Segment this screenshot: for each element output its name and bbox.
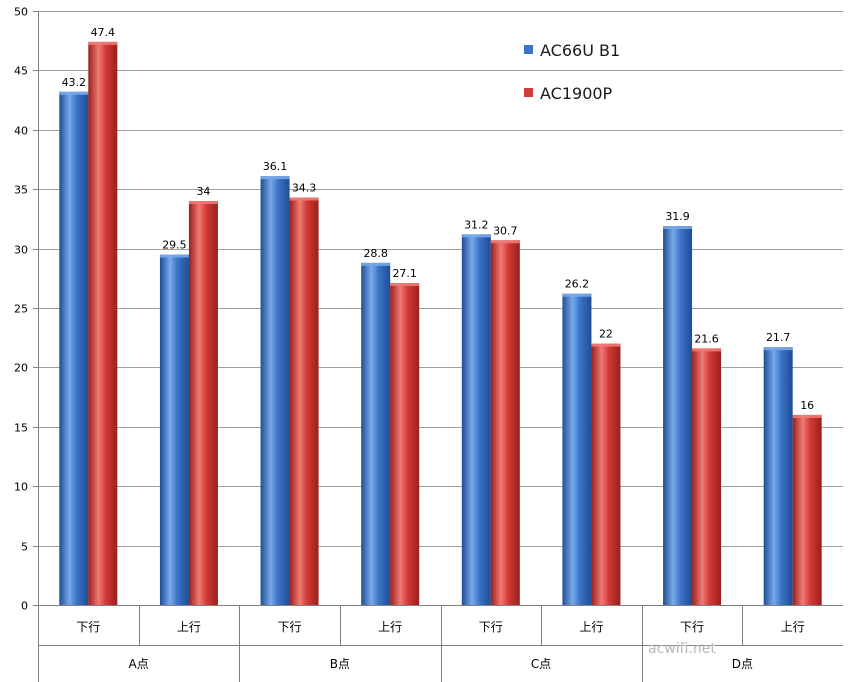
data-label: 47.4 xyxy=(91,26,116,39)
legend: AC66U B1 AC1900P xyxy=(524,41,620,103)
bar-top-cap xyxy=(159,254,189,258)
y-tick-label: 5 xyxy=(21,541,28,554)
bar-ac66u-b1 xyxy=(361,262,391,605)
y-tick-label: 0 xyxy=(21,600,28,613)
group-label: A点 xyxy=(129,657,149,671)
bar-top-cap xyxy=(289,197,319,201)
bar-ac66u-b1 xyxy=(260,176,290,605)
bar-ac1900p xyxy=(692,348,722,605)
y-tick-label: 40 xyxy=(14,125,28,138)
y-tick-label: 15 xyxy=(14,422,28,435)
data-label: 29.5 xyxy=(162,239,187,252)
y-tick-label: 50 xyxy=(14,6,28,19)
category-label: 下行 xyxy=(76,620,100,634)
legend-label-ac66u-b1: AC66U B1 xyxy=(540,41,620,60)
data-label: 31.2 xyxy=(464,218,489,231)
bar-ac1900p xyxy=(390,283,420,605)
bar-ac1900p xyxy=(591,343,621,605)
x-category-labels: 下行 上行 下行 上行 下行 上行 下行 上行 A点 B点 C点 D点 xyxy=(76,620,804,671)
bar-top-cap xyxy=(461,234,491,238)
bar-ac1900p xyxy=(490,240,520,605)
category-label: 上行 xyxy=(177,620,201,634)
y-tick-label: 20 xyxy=(14,362,28,375)
group-label: B点 xyxy=(330,657,350,671)
bar-ac1900p xyxy=(289,197,319,606)
data-label: 43.2 xyxy=(62,76,87,89)
data-label: 34.3 xyxy=(292,182,317,195)
data-label: 26.2 xyxy=(565,278,590,291)
data-label: 27.1 xyxy=(392,267,417,280)
bar-top-cap xyxy=(562,293,592,297)
y-tick-label: 30 xyxy=(14,244,28,257)
data-label: 36.1 xyxy=(263,160,288,173)
axes xyxy=(33,11,843,682)
bar-ac1900p xyxy=(88,41,118,605)
bar-ac1900p xyxy=(792,414,822,605)
data-label: 34 xyxy=(196,185,210,198)
bar-top-cap xyxy=(88,41,118,45)
watermark: acwifi.net xyxy=(648,641,716,657)
bar-ac1900p xyxy=(188,201,218,605)
bar-top-cap xyxy=(361,262,391,266)
bar-ac66u-b1 xyxy=(59,91,89,605)
category-label: 下行 xyxy=(680,620,704,634)
bar-top-cap xyxy=(188,201,218,205)
y-tick-label: 35 xyxy=(14,184,28,197)
data-labels: 43.2 29.5 36.1 28.8 31.2 26.2 31.9 21.7 47.4 34 34… xyxy=(62,26,815,412)
data-label: 31.9 xyxy=(665,210,690,223)
bar-top-cap xyxy=(692,348,722,352)
data-label: 16 xyxy=(800,399,814,412)
bars xyxy=(59,41,822,606)
bar-top-cap xyxy=(59,91,89,95)
group-label: C点 xyxy=(531,657,551,671)
category-label: 下行 xyxy=(479,620,503,634)
bar-top-cap xyxy=(260,176,290,180)
data-label: 22 xyxy=(599,328,613,341)
category-label: 上行 xyxy=(781,620,805,634)
bar-top-cap xyxy=(763,347,793,351)
bar-ac66u-b1 xyxy=(562,293,592,605)
bar-top-cap xyxy=(792,414,822,418)
y-tick-label: 25 xyxy=(14,303,28,316)
gridlines xyxy=(38,11,843,547)
legend-label-ac1900p: AC1900P xyxy=(540,84,613,103)
legend-swatch-ac66u-b1 xyxy=(524,45,533,54)
data-label: 28.8 xyxy=(363,247,388,260)
bar-ac66u-b1 xyxy=(461,234,491,605)
y-tick-label: 45 xyxy=(14,65,28,78)
bar-ac66u-b1 xyxy=(763,347,793,605)
y-tick-label: 10 xyxy=(14,481,28,494)
legend-swatch-ac1900p xyxy=(524,88,533,97)
data-label: 30.7 xyxy=(493,224,518,237)
data-label: 21.7 xyxy=(766,331,791,344)
bar-ac66u-b1 xyxy=(159,254,189,606)
bar-ac66u-b1 xyxy=(663,226,693,605)
category-label: 上行 xyxy=(579,620,603,634)
bar-top-cap xyxy=(390,283,420,287)
category-label: 下行 xyxy=(278,620,302,634)
bar-top-cap xyxy=(663,226,693,230)
y-tick-labels: 0 5 10 15 20 25 30 35 40 45 50 xyxy=(14,6,28,613)
bar-top-cap xyxy=(591,343,621,347)
group-label: D点 xyxy=(732,657,753,671)
category-label: 上行 xyxy=(378,620,402,634)
bar-top-cap xyxy=(490,240,520,244)
data-label: 21.6 xyxy=(694,332,719,345)
